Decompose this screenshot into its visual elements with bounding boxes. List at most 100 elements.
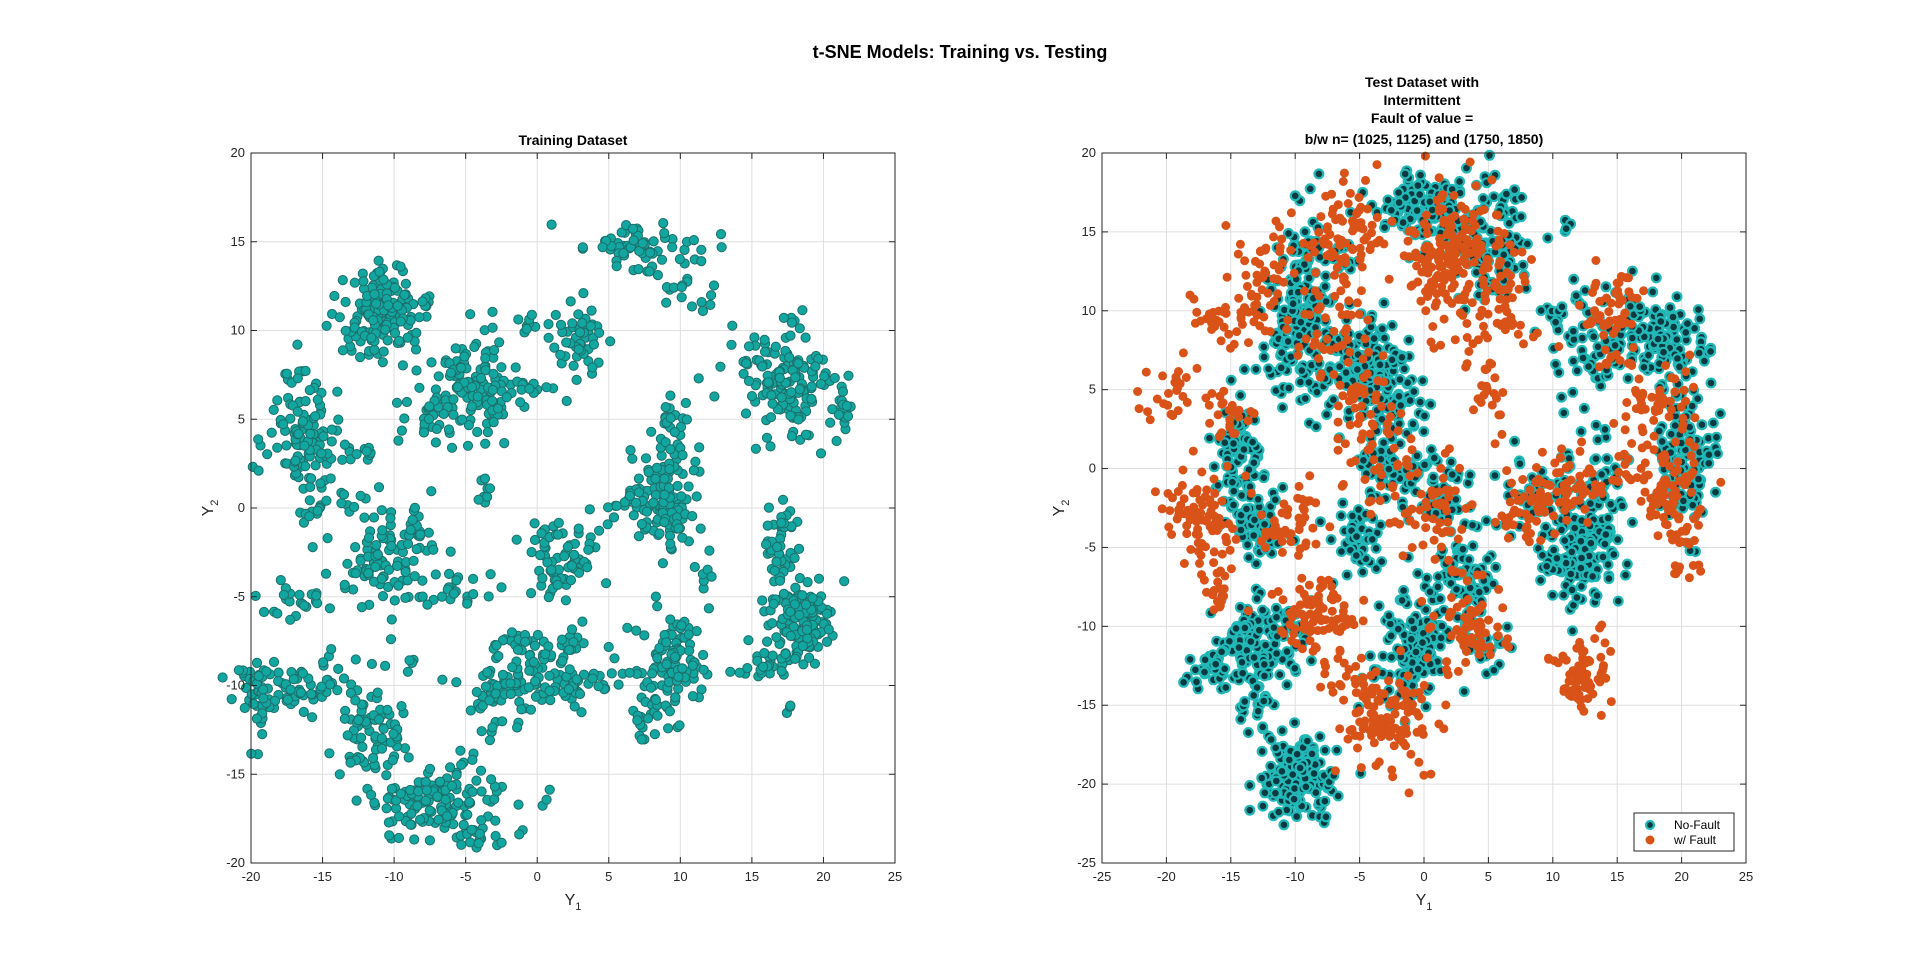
- scatter-point: [1307, 625, 1316, 635]
- scatter-point: [1599, 330, 1609, 340]
- scatter-point: [394, 335, 405, 346]
- scatter-point: [1163, 400, 1173, 410]
- scatter-point: [1652, 333, 1664, 345]
- scatter-point: [1362, 369, 1372, 379]
- scatter-point: [1619, 569, 1631, 581]
- scatter-point: [594, 327, 605, 338]
- scatter-point: [1332, 790, 1344, 802]
- scatter-point: [1217, 549, 1227, 559]
- scatter-point: [1257, 800, 1269, 812]
- scatter-point: [1432, 581, 1444, 593]
- scatter-point: [1424, 264, 1434, 274]
- scatter-point: [1414, 189, 1426, 201]
- scatter-point: [1282, 324, 1292, 334]
- scatter-point: [1295, 609, 1305, 619]
- scatter-point: [1302, 599, 1312, 609]
- scatter-point: [1356, 286, 1366, 296]
- scatter-point: [326, 424, 337, 435]
- scatter-point: [1621, 273, 1631, 283]
- scatter-point: [290, 455, 301, 466]
- scatter-point: [1248, 689, 1260, 701]
- scatter-point: [1205, 418, 1215, 428]
- scatter-point: [1509, 435, 1521, 447]
- scatter-point: [1192, 307, 1202, 317]
- scatter-point: [1219, 663, 1231, 675]
- scatter-point: [1235, 713, 1247, 725]
- scatter-point: [1241, 270, 1251, 280]
- scatter-point: [1416, 637, 1428, 649]
- scatter-point: [1258, 351, 1270, 363]
- scatter-point: [1242, 281, 1252, 291]
- scatter-point: [1437, 287, 1446, 297]
- scatter-point: [1238, 444, 1250, 456]
- scatter-point: [738, 368, 749, 379]
- scatter-point: [1576, 332, 1588, 344]
- scatter-point: [1205, 495, 1215, 505]
- scatter-point: [1226, 564, 1236, 574]
- scatter-point: [1300, 309, 1310, 319]
- scatter-point: [1337, 613, 1347, 623]
- scatter-point: [399, 289, 410, 300]
- scatter-point: [1240, 503, 1252, 515]
- scatter-point: [1354, 193, 1364, 202]
- scatter-point: [1372, 160, 1382, 170]
- scatter-point: [1376, 556, 1388, 568]
- scatter-point: [1372, 212, 1382, 222]
- scatter-point: [1336, 254, 1346, 264]
- scatter-point: [400, 278, 411, 289]
- scatter-point: [1141, 367, 1151, 377]
- scatter-point: [1338, 177, 1348, 186]
- scatter-point: [1252, 493, 1264, 505]
- scatter-point: [1367, 220, 1377, 230]
- scatter-point: [1455, 308, 1465, 318]
- scatter-point: [1369, 738, 1379, 748]
- scatter-point: [715, 229, 727, 240]
- scatter-point: [1343, 199, 1353, 208]
- scatter-point: [1509, 247, 1519, 257]
- scatter-point: [1665, 428, 1677, 440]
- scatter-point: [1250, 300, 1260, 310]
- scatter-point: [1467, 226, 1477, 236]
- scatter-point: [312, 394, 323, 405]
- scatter-point: [1186, 545, 1196, 554]
- scatter-point: [573, 309, 584, 320]
- scatter-point: [1445, 456, 1457, 468]
- scatter-point: [1222, 272, 1232, 282]
- scatter-point: [1411, 205, 1423, 217]
- scatter-point: [459, 351, 470, 362]
- scatter-point: [1240, 256, 1250, 266]
- scatter-point: [378, 274, 389, 285]
- scatter-point: [1491, 210, 1501, 220]
- scatter-point: [1345, 347, 1355, 357]
- scatter-point: [618, 248, 629, 259]
- scatter-point: [1276, 402, 1288, 414]
- scatter-point: [1208, 307, 1218, 317]
- scatter-point: [1282, 227, 1294, 239]
- scatter-point: [1277, 234, 1287, 244]
- scatter-point: [1583, 361, 1595, 373]
- scatter-point: [1565, 568, 1577, 580]
- scatter-point: [1403, 236, 1413, 246]
- scatter-point: [487, 322, 498, 333]
- scatter-point: [1347, 243, 1357, 253]
- scatter-point: [628, 235, 639, 246]
- scatter-point: [1371, 390, 1381, 400]
- scatter-point: [1465, 157, 1475, 167]
- scatter-point: [715, 361, 726, 372]
- scatter-point: [1270, 611, 1282, 623]
- scatter-point: [253, 465, 264, 476]
- scatter-point: [1604, 307, 1614, 317]
- scatter-point: [1426, 337, 1436, 347]
- scatter-point: [515, 397, 526, 408]
- scatter-point: [1192, 509, 1202, 519]
- scatter-point: [1503, 217, 1515, 229]
- scatter-point: [488, 368, 499, 379]
- scatter-point: [1305, 655, 1317, 667]
- scatter-point: [316, 448, 327, 459]
- scatter-point: [1165, 506, 1175, 516]
- scatter-point: [1281, 679, 1293, 691]
- scatter-point: [1521, 238, 1533, 250]
- scatter-point: [1464, 279, 1474, 289]
- scatter-point: [1709, 486, 1721, 498]
- scatter-point: [377, 357, 388, 368]
